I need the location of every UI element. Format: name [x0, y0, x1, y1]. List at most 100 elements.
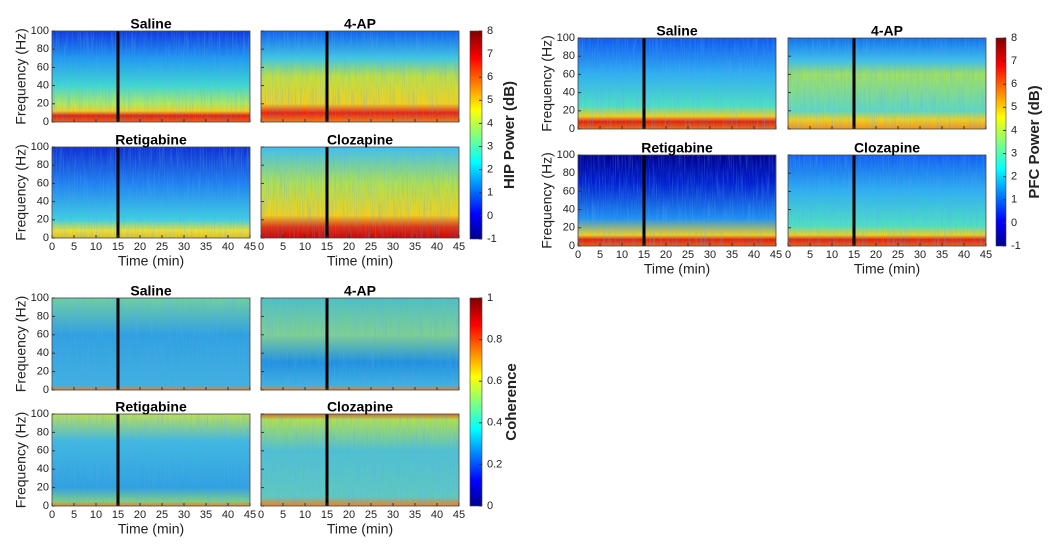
colorbar-tick-label: 4 [487, 117, 493, 129]
x-tick-label: 40 [222, 241, 234, 253]
colorbar-tick-label: 2 [1011, 171, 1017, 183]
colorbar: 0 0.2 0.4 0.6 0.8 1 Coherence [469, 292, 520, 512]
panel-title: Clozapine [327, 132, 393, 148]
colorbar-tick-label: 1 [487, 292, 493, 304]
y-tick-label: 40 [37, 347, 49, 359]
x-tick-label: 15 [321, 509, 333, 521]
x-tick-label: 10 [616, 249, 628, 261]
y-tick-label: 20 [563, 222, 575, 234]
colorbar-label: PFC Power (dB) [1026, 85, 1043, 198]
colorbar-tick-label: 5 [1011, 101, 1017, 113]
x-tick-label: 0 [785, 249, 791, 261]
colorbar-label: Coherence [503, 363, 520, 441]
x-tick-label: 0 [575, 249, 581, 261]
x-tick-label: 10 [90, 509, 102, 521]
colorbar-tick-label: 5 [487, 94, 493, 106]
x-tick-label: 10 [90, 241, 102, 253]
x-tick-label: 35 [200, 241, 212, 253]
x-axis-label: Time (min) [327, 521, 393, 537]
x-tick-label: 45 [453, 241, 465, 253]
y-tick-label: 40 [563, 87, 575, 99]
x-tick-label: 20 [134, 241, 146, 253]
x-tick-label: 20 [343, 509, 355, 521]
spectrogram-texture [578, 38, 776, 129]
panel-title: 4-AP [871, 23, 903, 39]
x-tick-label: 15 [638, 249, 650, 261]
y-tick-label: 60 [563, 68, 575, 80]
spectrogram-texture [52, 31, 250, 122]
x-tick-label: 5 [71, 241, 77, 253]
colorbar-tick-label: 4 [1011, 124, 1017, 136]
panel-title: Clozapine [854, 140, 920, 156]
x-tick-label: 40 [958, 249, 970, 261]
x-tick-label: 35 [409, 241, 421, 253]
y-tick-label: 20 [37, 98, 49, 110]
x-tick-label: 15 [112, 241, 124, 253]
colorbar-tick-label: 0.4 [487, 417, 502, 429]
panel-frame [51, 30, 251, 123]
colorbar-tick-label: 0 [1011, 217, 1017, 229]
panel: Retigabine 0 20 40 60 80 100 0 5 10 15 20 25 30 35 40 45… [13, 132, 256, 269]
y-tick-label: 60 [37, 177, 49, 189]
colorbar-tick-label: 0.6 [487, 375, 502, 387]
panel: 4-AP [787, 23, 987, 130]
panel-title: 4-AP [344, 16, 376, 32]
y-tick-label: 40 [563, 204, 575, 216]
y-tick-label: 20 [37, 366, 49, 378]
panel: Clozapine 0 5 10 15 20 25 30 35 40 45 Time (min) [785, 140, 992, 277]
panel-frame [577, 37, 777, 130]
panel: 4-AP [260, 283, 460, 391]
y-tick-label: 0 [43, 232, 49, 244]
x-axis-label: Time (min) [327, 253, 393, 269]
panel-title: Retigabine [115, 132, 187, 148]
x-tick-label: 45 [244, 241, 256, 253]
spectrogram-texture [261, 147, 459, 238]
panel-title: Retigabine [115, 399, 187, 415]
x-tick-label: 45 [980, 249, 992, 261]
spectrogram-texture [261, 414, 459, 506]
spectrogram-texture [52, 147, 250, 238]
x-tick-label: 45 [453, 509, 465, 521]
y-tick-label: 40 [37, 80, 49, 92]
x-tick-label: 15 [112, 509, 124, 521]
x-tick-label: 30 [387, 241, 399, 253]
colorbar-tick-label: 6 [487, 71, 493, 83]
y-tick-label: 100 [31, 292, 49, 304]
y-tick-label: 40 [37, 196, 49, 208]
colorbar-tick-label: 7 [1011, 55, 1017, 67]
panel-frame [51, 413, 251, 507]
x-tick-label: 5 [280, 509, 286, 521]
y-tick-label: 80 [37, 43, 49, 55]
colorbar: -1 0 1 2 3 4 5 6 7 8 HIP Power (dB) [469, 25, 518, 245]
x-tick-label: 10 [826, 249, 838, 261]
panel-title: Saline [656, 23, 697, 39]
y-axis-label: Frequency (Hz) [13, 28, 29, 124]
colorbar-tick-label: 3 [1011, 147, 1017, 159]
x-tick-label: 45 [244, 509, 256, 521]
x-tick-label: 0 [258, 509, 264, 521]
panel-title: Saline [130, 283, 171, 299]
x-tick-label: 5 [71, 509, 77, 521]
y-axis-label: Frequency (Hz) [539, 35, 555, 131]
panel-title: 4-AP [344, 283, 376, 299]
x-tick-label: 45 [770, 249, 782, 261]
y-tick-label: 80 [37, 159, 49, 171]
y-tick-label: 80 [37, 426, 49, 438]
y-tick-label: 60 [37, 329, 49, 341]
colorbar-tick-label: -1 [1011, 240, 1021, 252]
x-tick-label: 25 [365, 241, 377, 253]
spectrogram-texture [52, 414, 250, 506]
colorbar-tick-label: 8 [487, 25, 493, 37]
y-tick-label: 100 [31, 141, 49, 153]
y-axis-label: Frequency (Hz) [13, 296, 29, 392]
x-tick-label: 40 [431, 509, 443, 521]
x-tick-label: 10 [299, 509, 311, 521]
y-tick-label: 60 [37, 445, 49, 457]
y-axis-label: Frequency (Hz) [539, 152, 555, 248]
y-tick-label: 80 [37, 310, 49, 322]
x-tick-label: 20 [343, 241, 355, 253]
